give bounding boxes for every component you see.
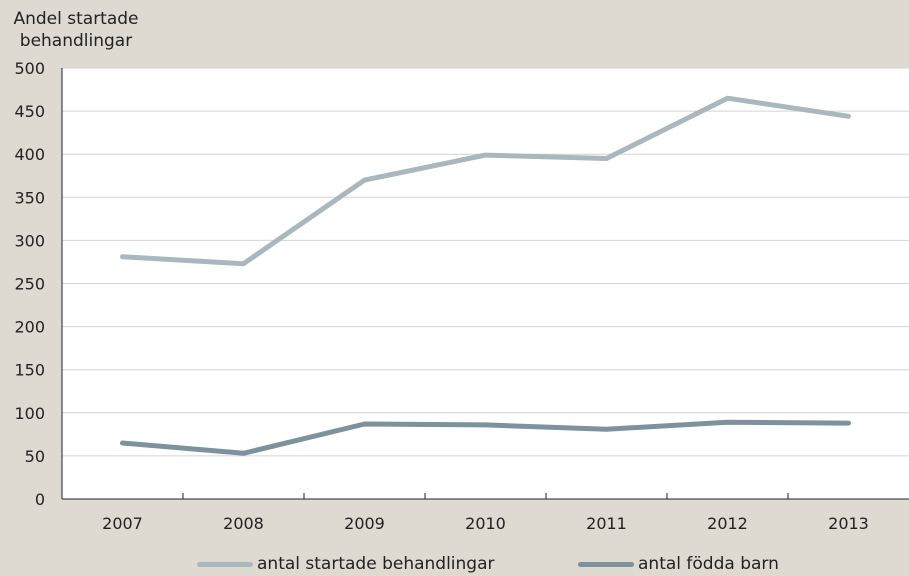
legend-label-series-1: antal startade behandlingar (257, 554, 495, 574)
y-tick-label-0: 0 (35, 490, 45, 509)
legend-swatch-series-1 (197, 561, 253, 567)
legend-swatch-series-2 (578, 561, 634, 567)
y-tick-label-50: 50 (25, 447, 45, 466)
legend-item-series-2: antal födda barn (578, 553, 779, 575)
x-tick-label-2011: 2011 (586, 514, 627, 533)
series-line-1 (120, 95, 851, 267)
x-tick-label-2012: 2012 (707, 514, 748, 533)
x-tick-label-2010: 2010 (465, 514, 506, 533)
y-tick-label-200: 200 (14, 318, 45, 337)
x-tick-label-2013: 2013 (828, 514, 869, 533)
legend: antal startade behandlingar antal födda … (0, 553, 909, 575)
series-line-2 (120, 419, 851, 456)
y-tick-label-450: 450 (14, 102, 45, 121)
x-tick-label-2008: 2008 (223, 514, 264, 533)
y-tick-label-300: 300 (14, 231, 45, 250)
y-tick-label-350: 350 (14, 188, 45, 207)
x-tick-label-2007: 2007 (102, 514, 143, 533)
y-axis-title-line-1: Andel startade (13, 9, 139, 29)
x-tick-label-2009: 2009 (344, 514, 385, 533)
legend-label-series-2: antal födda barn (638, 554, 779, 574)
legend-item-series-1: antal startade behandlingar (197, 553, 495, 575)
y-tick-label-400: 400 (14, 145, 45, 164)
y-tick-label-150: 150 (14, 361, 45, 380)
y-tick-label-500: 500 (14, 59, 45, 78)
y-tick-label-100: 100 (14, 404, 45, 423)
y-tick-label-250: 250 (14, 275, 45, 294)
y-axis-title-line-2: behandlingar (19, 31, 133, 51)
